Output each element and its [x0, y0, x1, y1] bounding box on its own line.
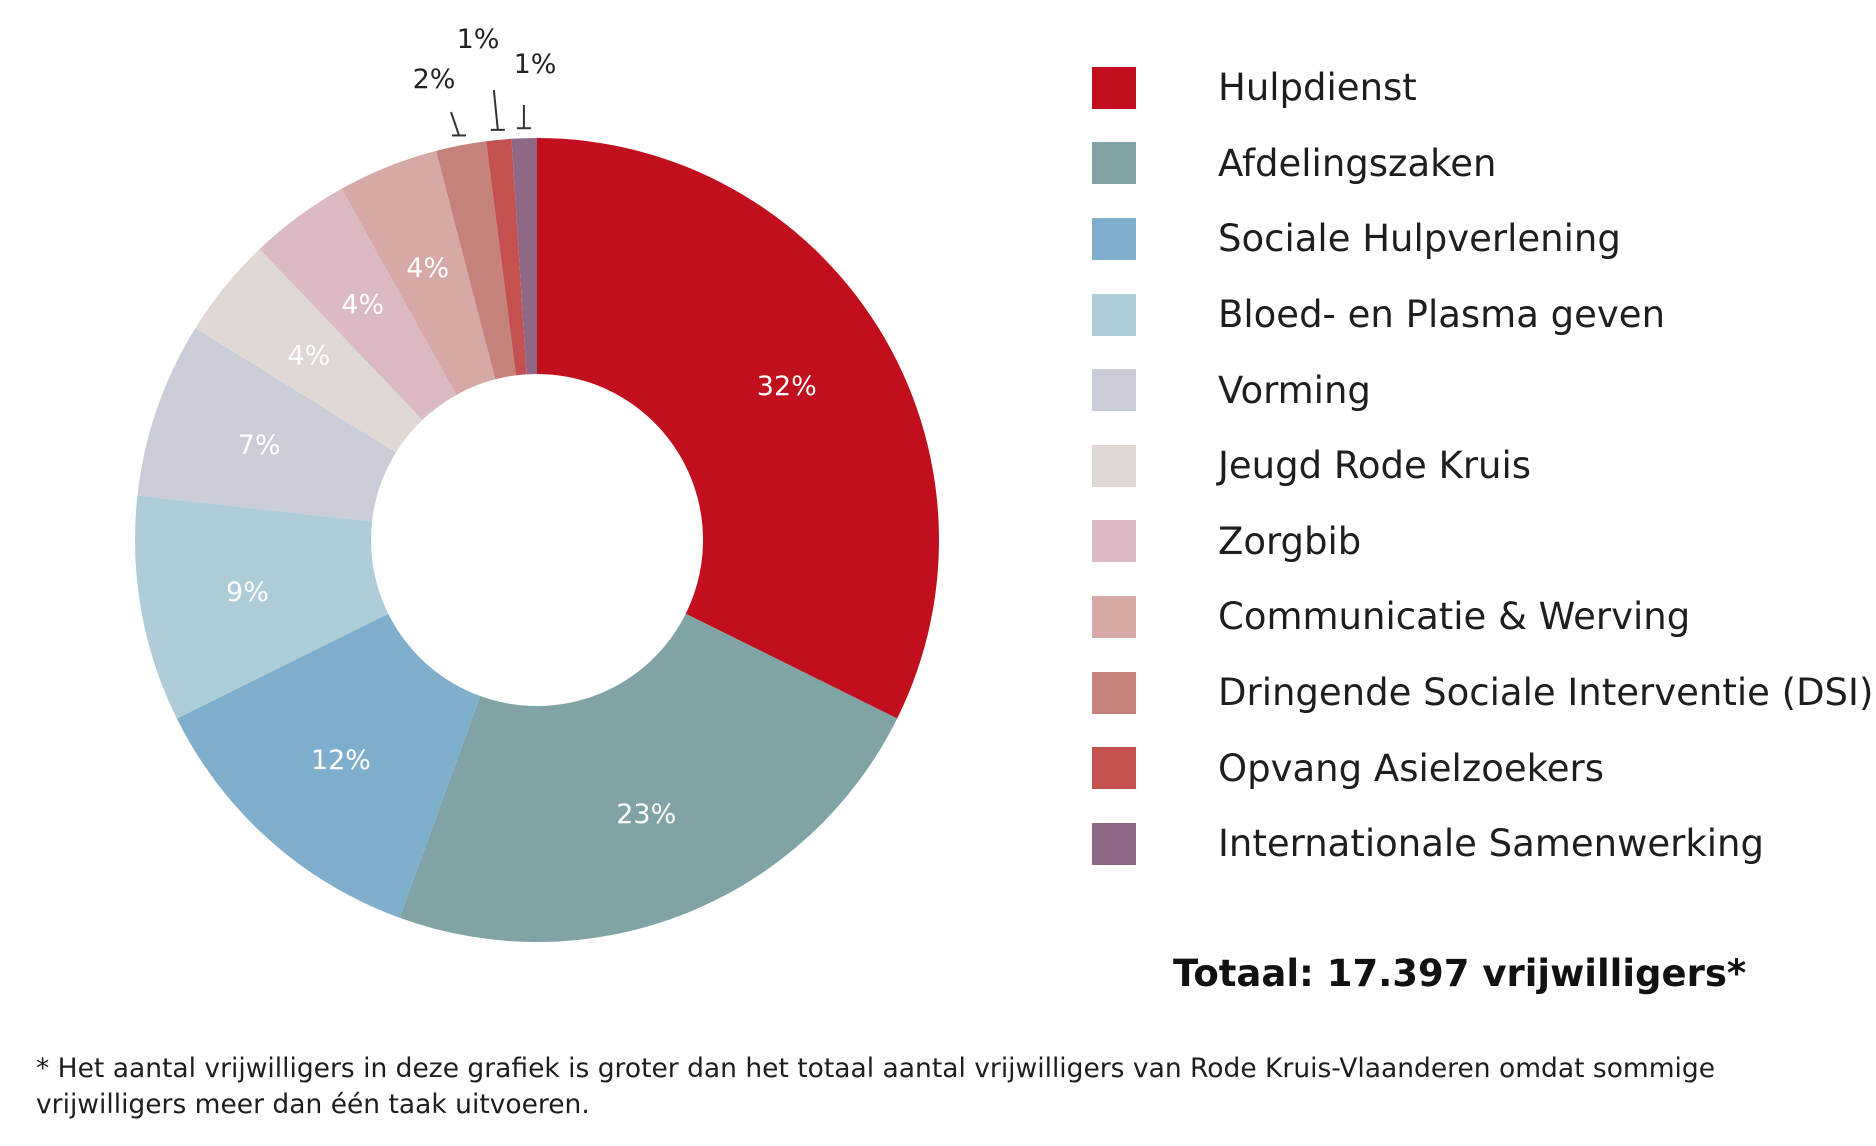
slice-hulpdienst — [537, 138, 939, 719]
legend-label: Communicatie & Werving — [1218, 595, 1691, 639]
donut-chart: 32%23%12%9%7%4%4%4%2%1%1% — [135, 24, 939, 942]
slice-communicatie-and-werving — [341, 150, 496, 395]
legend-swatch — [1092, 520, 1136, 563]
slice-vorming — [137, 328, 396, 522]
legend-swatch — [1092, 444, 1136, 487]
slice-afdelingszaken — [399, 613, 898, 942]
legend-item-vorming: Vorming — [1092, 352, 1873, 428]
slice-internationale-samenwerking — [511, 138, 537, 375]
slice-label-communicatie-and-werving: 4% — [406, 253, 449, 284]
leader-line-dringende-sociale-interventie-dsi — [450, 111, 460, 136]
slice-bloed-en-plasma-geven — [135, 495, 389, 719]
slice-label-internationale-samenwerking: 1% — [514, 49, 557, 80]
legend-swatch — [1092, 671, 1136, 714]
leader-line-opvang-asielzoekers — [492, 89, 499, 130]
legend-item-sociale-hulpverlening: Sociale Hulpverlening — [1092, 201, 1873, 277]
legend-item-dringende-sociale-interventie-dsi: Dringende Sociale Interventie (DSI) — [1092, 655, 1873, 731]
legend-label: Opvang Asielzoekers — [1218, 746, 1604, 790]
slice-opvang-asielzoekers — [486, 138, 527, 376]
legend: Hulpdienst Afdelingszaken Sociale Hulpverl… — [1092, 50, 1873, 882]
slice-label-dringende-sociale-interventie-dsi: 2% — [413, 64, 456, 95]
legend-label: Internationale Samenwerking — [1218, 822, 1764, 866]
legend-item-zorgbib: Zorgbib — [1092, 504, 1873, 580]
legend-item-afdelingszaken: Afdelingszaken — [1092, 126, 1873, 202]
slice-label-opvang-asielzoekers: 1% — [457, 24, 500, 55]
legend-label: Afdelingszaken — [1218, 141, 1497, 185]
slice-label-afdelingszaken: 23% — [616, 799, 676, 830]
slice-jeugd-rode-kruis — [195, 249, 423, 453]
legend-label: Dringende Sociale Interventie (DSI) — [1218, 671, 1874, 715]
legend-item-jeugd-rode-kruis: Jeugd Rode Kruis — [1092, 428, 1873, 504]
slice-label-vorming: 7% — [238, 430, 281, 461]
legend-swatch — [1092, 142, 1136, 185]
slice-dringende-sociale-interventie-dsi — [436, 141, 516, 380]
slice-label-bloed-en-plasma-geven: 9% — [226, 577, 269, 608]
legend-swatch — [1092, 595, 1136, 638]
legend-swatch — [1092, 747, 1136, 790]
legend-label: Zorgbib — [1218, 519, 1362, 563]
legend-swatch — [1092, 66, 1136, 109]
legend-label: Jeugd Rode Kruis — [1218, 444, 1532, 488]
legend-swatch — [1092, 369, 1136, 412]
total-volunteers: Totaal: 17.397 vrijwilligers* — [1173, 952, 1747, 995]
legend-swatch — [1092, 822, 1136, 865]
legend-item-bloed-en-plasma-geven: Bloed- en Plasma geven — [1092, 277, 1873, 353]
legend-label: Hulpdienst — [1218, 66, 1417, 110]
footnote: * Het aantal vrijwilligers in deze grafi… — [36, 1053, 1716, 1120]
slice-sociale-hulpverlening — [176, 613, 481, 918]
slice-label-sociale-hulpverlening: 12% — [311, 745, 371, 776]
slice-label-jeugd-rode-kruis: 4% — [287, 341, 330, 372]
legend-item-communicatie-and-werving: Communicatie & Werving — [1092, 579, 1873, 655]
slice-label-zorgbib: 4% — [341, 289, 384, 320]
slice-zorgbib — [259, 188, 457, 420]
legend-item-hulpdienst: Hulpdienst — [1092, 50, 1873, 126]
legend-item-opvang-asielzoekers: Opvang Asielzoekers — [1092, 730, 1873, 806]
legend-swatch — [1092, 217, 1136, 260]
legend-label: Bloed- en Plasma geven — [1218, 293, 1666, 337]
legend-item-internationale-samenwerking: Internationale Samenwerking — [1092, 806, 1873, 882]
slice-label-hulpdienst: 32% — [757, 371, 817, 402]
legend-swatch — [1092, 293, 1136, 336]
legend-label: Vorming — [1218, 368, 1371, 412]
legend-label: Sociale Hulpverlening — [1218, 217, 1621, 261]
